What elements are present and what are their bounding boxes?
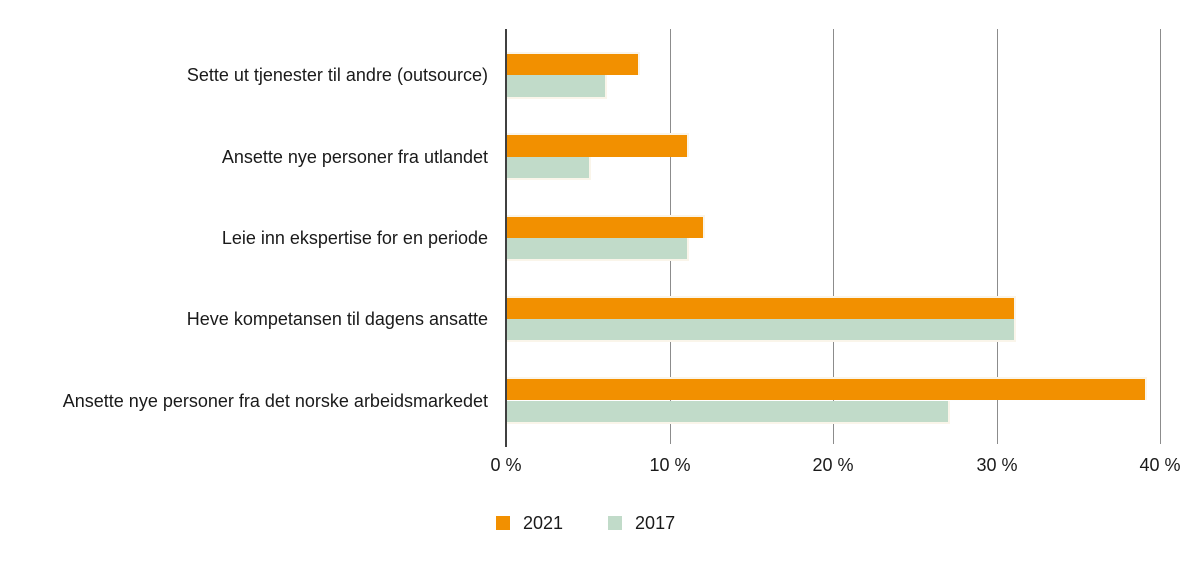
bar-2017-category-1 [507, 156, 589, 178]
category-label-3: Heve kompetansen til dagens ansatte [186, 309, 488, 329]
x-tick-label-20: 20 % [812, 455, 854, 475]
legend-label-2017: 2017 [635, 513, 676, 533]
category-label-0: Sette ut tjenester til andre (outsource) [186, 65, 488, 85]
legend-item-2021: 2021 [496, 514, 563, 532]
x-tick-label-0: 0 % [490, 455, 522, 475]
bar-2021-category-3 [507, 297, 1014, 320]
gridline-30 [997, 29, 998, 444]
y-axis-line [505, 29, 507, 447]
legend-label-2021: 2021 [523, 513, 564, 533]
x-tick-label-30: 30 % [976, 455, 1018, 475]
x-tick-label-40: 40 % [1139, 455, 1181, 475]
gridline-20 [833, 29, 834, 444]
legend-swatch-2021 [496, 516, 510, 530]
bar-2021-category-4 [507, 379, 1145, 401]
legend-swatch-2017 [608, 516, 623, 530]
bar-2017-category-0 [507, 75, 605, 97]
category-label-1: Ansette nye personer fra utlandet [221, 147, 488, 167]
bar-2017-category-4 [507, 400, 948, 422]
bar-2017-category-3 [507, 319, 1014, 341]
legend-item-2017: 2017 [608, 514, 675, 532]
x-tick-label-10: 10 % [649, 455, 691, 475]
bar-2017-category-2 [507, 237, 687, 260]
bar-2021-category-2 [507, 216, 703, 238]
category-label-2: Leie inn ekspertise for en periode [221, 228, 488, 248]
bar-2021-category-0 [507, 54, 638, 76]
category-label-4: Ansette nye personer fra det norske arbe… [62, 391, 488, 411]
legend: 2021 2017 [496, 514, 675, 532]
gridline-40 [1160, 29, 1161, 444]
bar-2021-category-1 [507, 135, 687, 157]
